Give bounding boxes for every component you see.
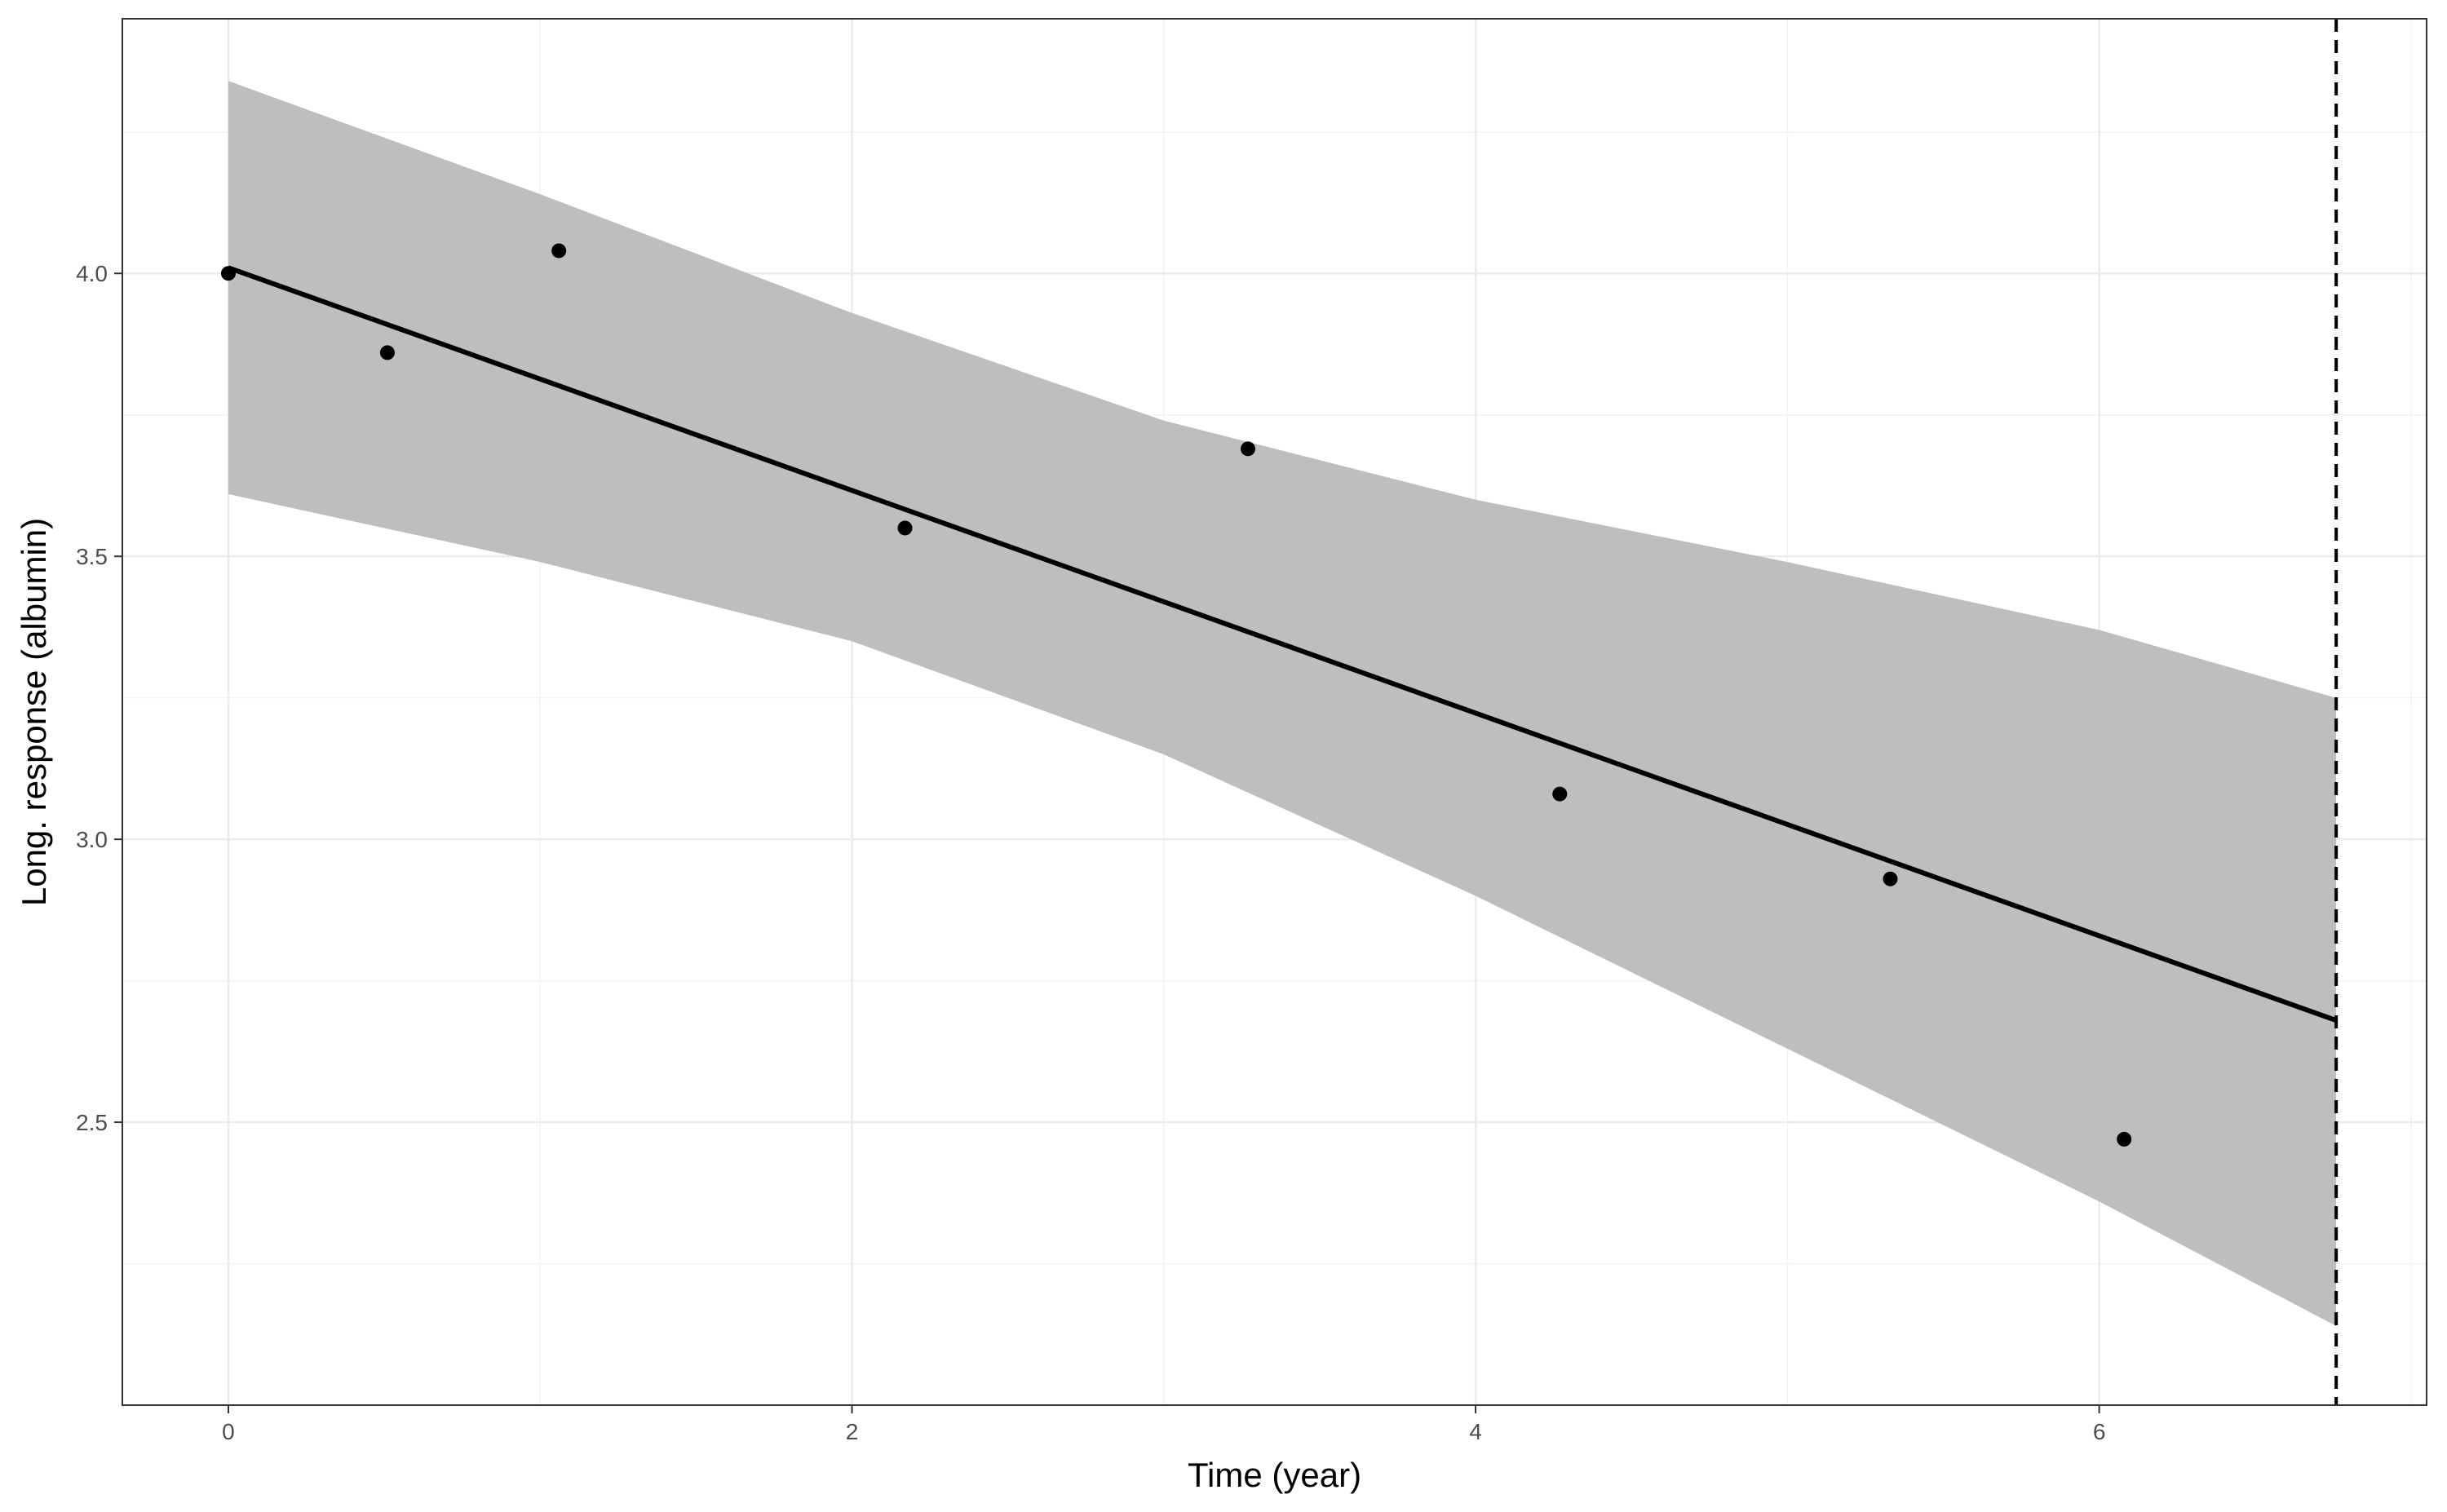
y-tick-label: 2.5	[76, 1110, 108, 1135]
x-axis-title: Time (year)	[1188, 1456, 1361, 1494]
fitted-line-layer	[227, 265, 2338, 1023]
fitted-line	[227, 265, 2338, 1023]
observation-point	[220, 266, 236, 281]
panel-border	[122, 18, 2427, 1406]
x-tick-label: 6	[2093, 1419, 2106, 1444]
x-tick-label: 2	[846, 1419, 859, 1444]
y-axis: 2.5 3.0 3.5 4.0	[76, 261, 122, 1135]
y-tick-label: 4.0	[76, 261, 108, 286]
confidence-band	[228, 81, 2337, 1326]
y-tick-label: 3.0	[76, 827, 108, 852]
observation-point	[1883, 871, 1898, 886]
y-axis-title: Long. response (albumin)	[15, 518, 53, 906]
x-tick-label: 4	[1469, 1419, 1482, 1444]
observation-point	[1552, 786, 1568, 802]
observation-point	[2117, 1131, 2132, 1147]
observation-point	[379, 345, 395, 360]
observation-point	[897, 520, 913, 536]
x-tick-label: 0	[222, 1419, 235, 1444]
observation-point	[551, 243, 567, 259]
observation-point	[1241, 441, 1256, 457]
x-axis: 0 2 4 6	[222, 1405, 2105, 1444]
y-tick-label: 3.5	[76, 544, 108, 569]
observation-points-layer	[220, 243, 2132, 1147]
confidence-band-layer	[228, 81, 2337, 1326]
major-gridlines	[122, 19, 2427, 1405]
